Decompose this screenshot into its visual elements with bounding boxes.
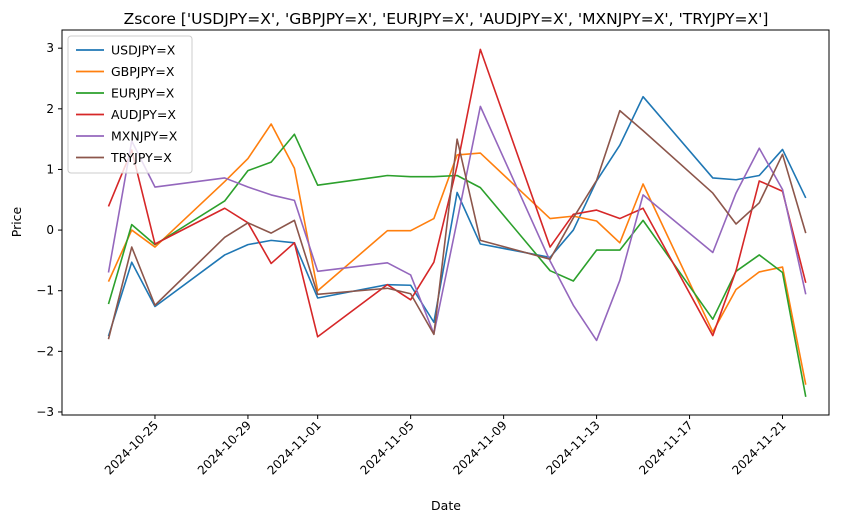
series-line-3 bbox=[107, 48, 807, 338]
legend: USDJPY=X GBPJPY=X EURJPY=X AUDJPY=X MXNJPY=X… bbox=[67, 35, 193, 174]
y-tick-label: 0 bbox=[46, 223, 54, 237]
legend-label: USDJPY=X bbox=[111, 43, 176, 58]
legend-label: EURJPY=X bbox=[111, 86, 175, 101]
y-axis-label: Price bbox=[9, 206, 24, 237]
x-axis-label: Date bbox=[431, 498, 461, 513]
y-tick-label: −3 bbox=[36, 405, 54, 419]
series-layer bbox=[107, 48, 807, 397]
y-tick-label: −2 bbox=[36, 344, 54, 358]
legend-label: AUDJPY=X bbox=[111, 107, 176, 122]
y-tick-label: −1 bbox=[36, 284, 54, 298]
legend-box bbox=[67, 35, 193, 174]
legend-label: GBPJPY=X bbox=[111, 64, 175, 79]
y-tick-label: 1 bbox=[46, 162, 54, 176]
legend-label: MXNJPY=X bbox=[111, 129, 178, 144]
y-tick-label: 2 bbox=[46, 102, 54, 116]
series-line-5 bbox=[107, 109, 807, 340]
series-line-0 bbox=[107, 95, 807, 337]
plot-frame bbox=[61, 29, 830, 416]
series-line-2 bbox=[107, 133, 807, 397]
y-axis: −3 −2 −1 0 1 2 3 bbox=[36, 41, 62, 419]
y-tick-label: 3 bbox=[46, 41, 54, 55]
series-line-1 bbox=[107, 123, 807, 385]
chart-title: Zscore ['USDJPY=X', 'GBPJPY=X', 'EURJPY=… bbox=[124, 10, 769, 28]
series-line-4 bbox=[107, 105, 807, 342]
legend-label: TRYJPY=X bbox=[110, 150, 172, 165]
